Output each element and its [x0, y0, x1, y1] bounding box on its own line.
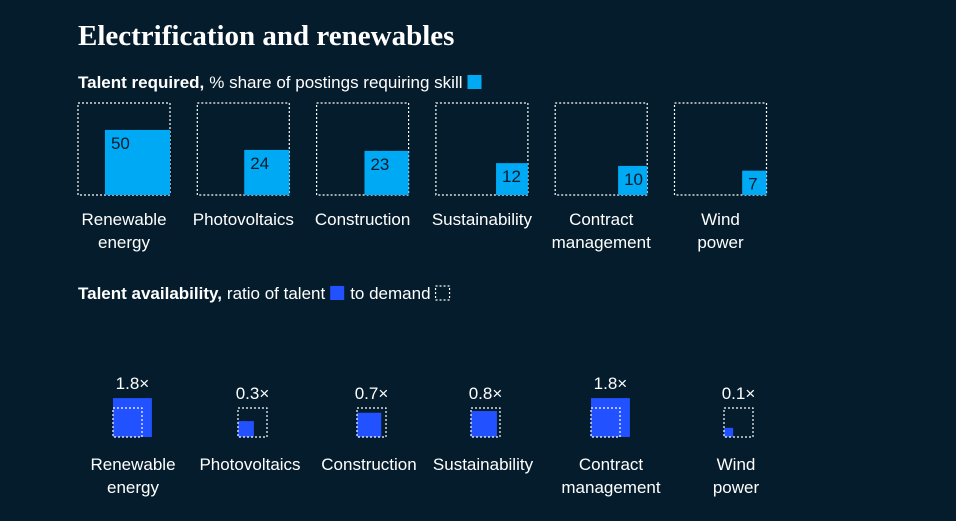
value-square	[742, 170, 767, 195]
reference-box	[112, 407, 143, 438]
reference-box	[470, 407, 501, 438]
reference-box	[435, 102, 529, 196]
panel-subtitle: % share of postings requiring skill	[209, 73, 462, 92]
category-label: Construction	[321, 455, 416, 474]
category-label: Renewable energy	[81, 210, 166, 252]
value-label: 0.7×	[355, 384, 389, 403]
value-label: 1.8×	[594, 374, 628, 393]
reference-box	[723, 407, 754, 438]
value-square	[364, 150, 409, 195]
value-label: 10	[624, 170, 643, 189]
reference-box	[554, 102, 648, 196]
value-square	[724, 427, 734, 437]
category-label: Contract management	[561, 455, 661, 497]
value-label: 24	[250, 154, 269, 173]
panel-subtitle: ratio of talent	[227, 284, 326, 303]
value-square	[471, 411, 497, 437]
value-label: 1.8×	[116, 374, 150, 393]
value-label: 0.3×	[236, 384, 270, 403]
value-label: 0.8×	[469, 384, 503, 403]
reference-box	[590, 407, 621, 438]
value-label: 12	[502, 167, 521, 186]
reference-box	[237, 407, 268, 438]
value-label: 23	[370, 155, 389, 174]
value-square	[496, 163, 528, 195]
panel-title: Talent required,	[78, 73, 204, 92]
reference-box	[673, 102, 768, 196]
category-label: Renewable energy	[90, 455, 175, 497]
value-square	[113, 398, 152, 437]
reference-box	[316, 102, 410, 196]
legend-swatch	[467, 75, 482, 89]
reference-box	[196, 102, 290, 196]
category-label: Sustainability	[433, 455, 534, 474]
panel-title: Talent availability,	[78, 284, 222, 303]
value-square	[591, 398, 630, 437]
value-label: 0.1×	[722, 384, 756, 403]
legend-swatch	[434, 285, 451, 301]
category-label: Sustainability	[432, 210, 533, 229]
value-label: 7	[748, 175, 757, 194]
category-label: Wind power	[713, 455, 760, 497]
category-label: Contract management	[552, 210, 652, 252]
legend-swatch	[330, 286, 345, 300]
reference-box	[356, 407, 387, 438]
category-label: Photovoltaics	[199, 455, 300, 474]
page-title: Electrification and renewables	[78, 20, 454, 52]
panel-subtitle: to demand	[350, 284, 430, 303]
value-square	[357, 412, 382, 437]
category-label: Photovoltaics	[193, 210, 294, 229]
value-square	[244, 149, 290, 195]
category-label: Construction	[315, 210, 410, 229]
value-square	[104, 129, 170, 195]
value-square	[618, 165, 648, 195]
value-label: 50	[111, 134, 130, 153]
value-square	[238, 421, 254, 437]
category-label: Wind power	[697, 210, 744, 252]
